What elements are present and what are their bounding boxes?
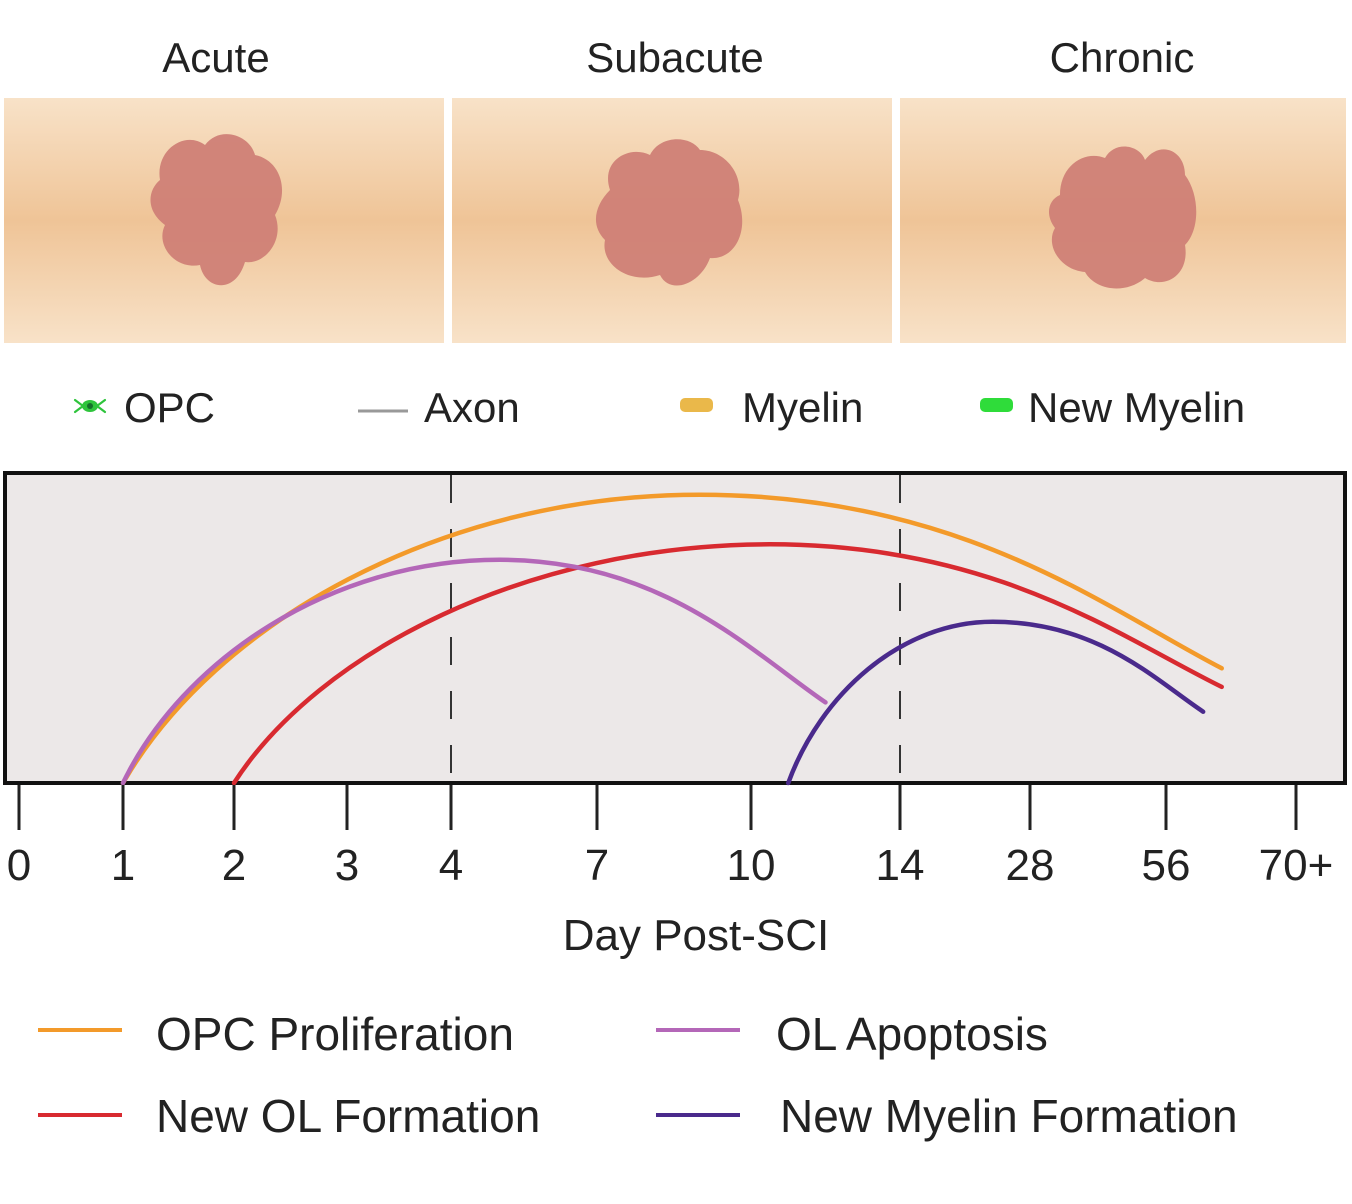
legend-label-ol-apoptosis: OL Apoptosis bbox=[776, 1008, 1048, 1060]
legend-label-opc: OPC bbox=[124, 384, 215, 431]
x-axis: 0 1 2 3 4 7 10 14 28 56 70+ bbox=[7, 785, 1334, 890]
legend-label-opc-proliferation: OPC Proliferation bbox=[156, 1008, 514, 1060]
series-line-opc-proliferation bbox=[120, 492, 1224, 786]
x-tick-label: 10 bbox=[727, 841, 776, 890]
x-tick-label: 1 bbox=[111, 841, 135, 890]
x-tick-label: 7 bbox=[585, 841, 609, 890]
x-tick-label: 28 bbox=[1006, 841, 1055, 890]
panel-title-subacute: Subacute bbox=[586, 34, 763, 81]
x-tick-label: 0 bbox=[7, 841, 31, 890]
legend-label-new-myelin-formation: New Myelin Formation bbox=[780, 1090, 1238, 1142]
series-line-new-myelin-formation bbox=[786, 619, 1206, 786]
series-line-ol-apoptosis bbox=[120, 557, 828, 786]
panel-title-acute: Acute bbox=[162, 34, 269, 81]
panel-acute bbox=[4, 98, 444, 343]
new-myelin-segment-icon bbox=[980, 398, 1013, 412]
lesion-core bbox=[595, 139, 743, 286]
timeline-chart: 0 1 2 3 4 7 10 14 28 56 70+ Day Post-SCI bbox=[3, 471, 1347, 960]
myelin-segment-icon bbox=[680, 398, 713, 412]
panel-title-chronic: Chronic bbox=[1050, 34, 1195, 81]
panel-chronic bbox=[900, 98, 1346, 343]
x-tick-label: 56 bbox=[1142, 841, 1191, 890]
series-lines bbox=[120, 492, 1224, 786]
cell-legend: OPC Axon Myelin New Myelin bbox=[73, 384, 1245, 431]
legend-label-axon: Axon bbox=[424, 384, 520, 431]
legend-label-new-ol-formation: New OL Formation bbox=[156, 1090, 540, 1142]
x-tick-label: 14 bbox=[876, 841, 925, 890]
series-line-new-ol-formation bbox=[231, 542, 1224, 786]
legend-label-new-myelin: New Myelin bbox=[1028, 384, 1245, 431]
x-tick-label: 2 bbox=[222, 841, 246, 890]
opc-cell-icon bbox=[73, 398, 107, 414]
x-axis-label: Day Post-SCI bbox=[563, 911, 830, 960]
x-tick-label: 4 bbox=[439, 841, 463, 890]
x-tick-label: 70+ bbox=[1259, 841, 1334, 890]
x-tick-label: 3 bbox=[335, 841, 359, 890]
lesion-core bbox=[1048, 146, 1197, 289]
panel-subacute bbox=[452, 98, 892, 343]
plot-area bbox=[3, 471, 1347, 785]
legend-label-myelin: Myelin bbox=[742, 384, 863, 431]
lesion-core bbox=[150, 134, 283, 286]
series-legend: OPC Proliferation OL Apoptosis New OL Fo… bbox=[38, 1008, 1238, 1142]
